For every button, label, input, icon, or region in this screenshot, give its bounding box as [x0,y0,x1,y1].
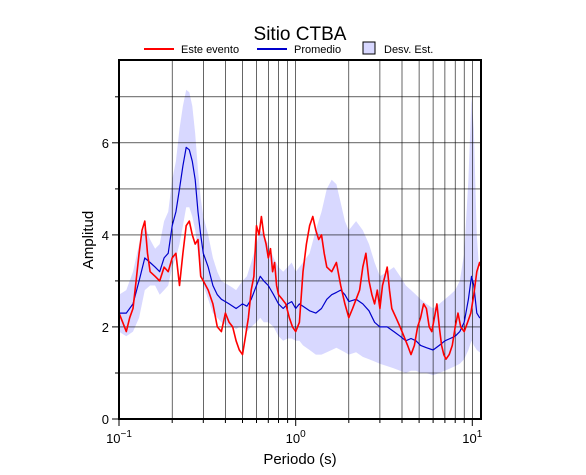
series-line-event [118,215,482,361]
series-line-mean [119,146,481,351]
legend-label-event: Este evento [181,44,239,56]
legend: Este evento Promedio Desv. Est. [144,41,433,56]
legend-label-mean: Promedio [294,44,341,56]
y-tick-label: 6 [102,136,109,151]
y-axis-label: Amplitud [80,211,97,269]
y-tick-label: 4 [102,228,109,243]
std-dev-band-layer [119,89,481,376]
x-tick-label: 100 [286,429,306,446]
y-tick-label: 2 [102,320,109,335]
plot-frame [118,59,482,420]
chart-title: Sitio CTBA [254,24,347,45]
series-layer [118,146,482,361]
y-tick-label: 0 [102,412,109,427]
tick-layer [112,96,473,426]
std-dev-band [119,89,481,376]
x-axis-label: Periodo (s) [263,451,336,468]
legend-swatch-band [362,41,376,55]
x-tick-label: 10−1 [106,429,132,446]
grid-layer [118,60,481,419]
x-tick-label: 101 [462,429,482,446]
tick-label-layer: 0 2 4 6 10−1 100 101 [102,136,483,446]
legend-label-band: Desv. Est. [384,44,433,56]
